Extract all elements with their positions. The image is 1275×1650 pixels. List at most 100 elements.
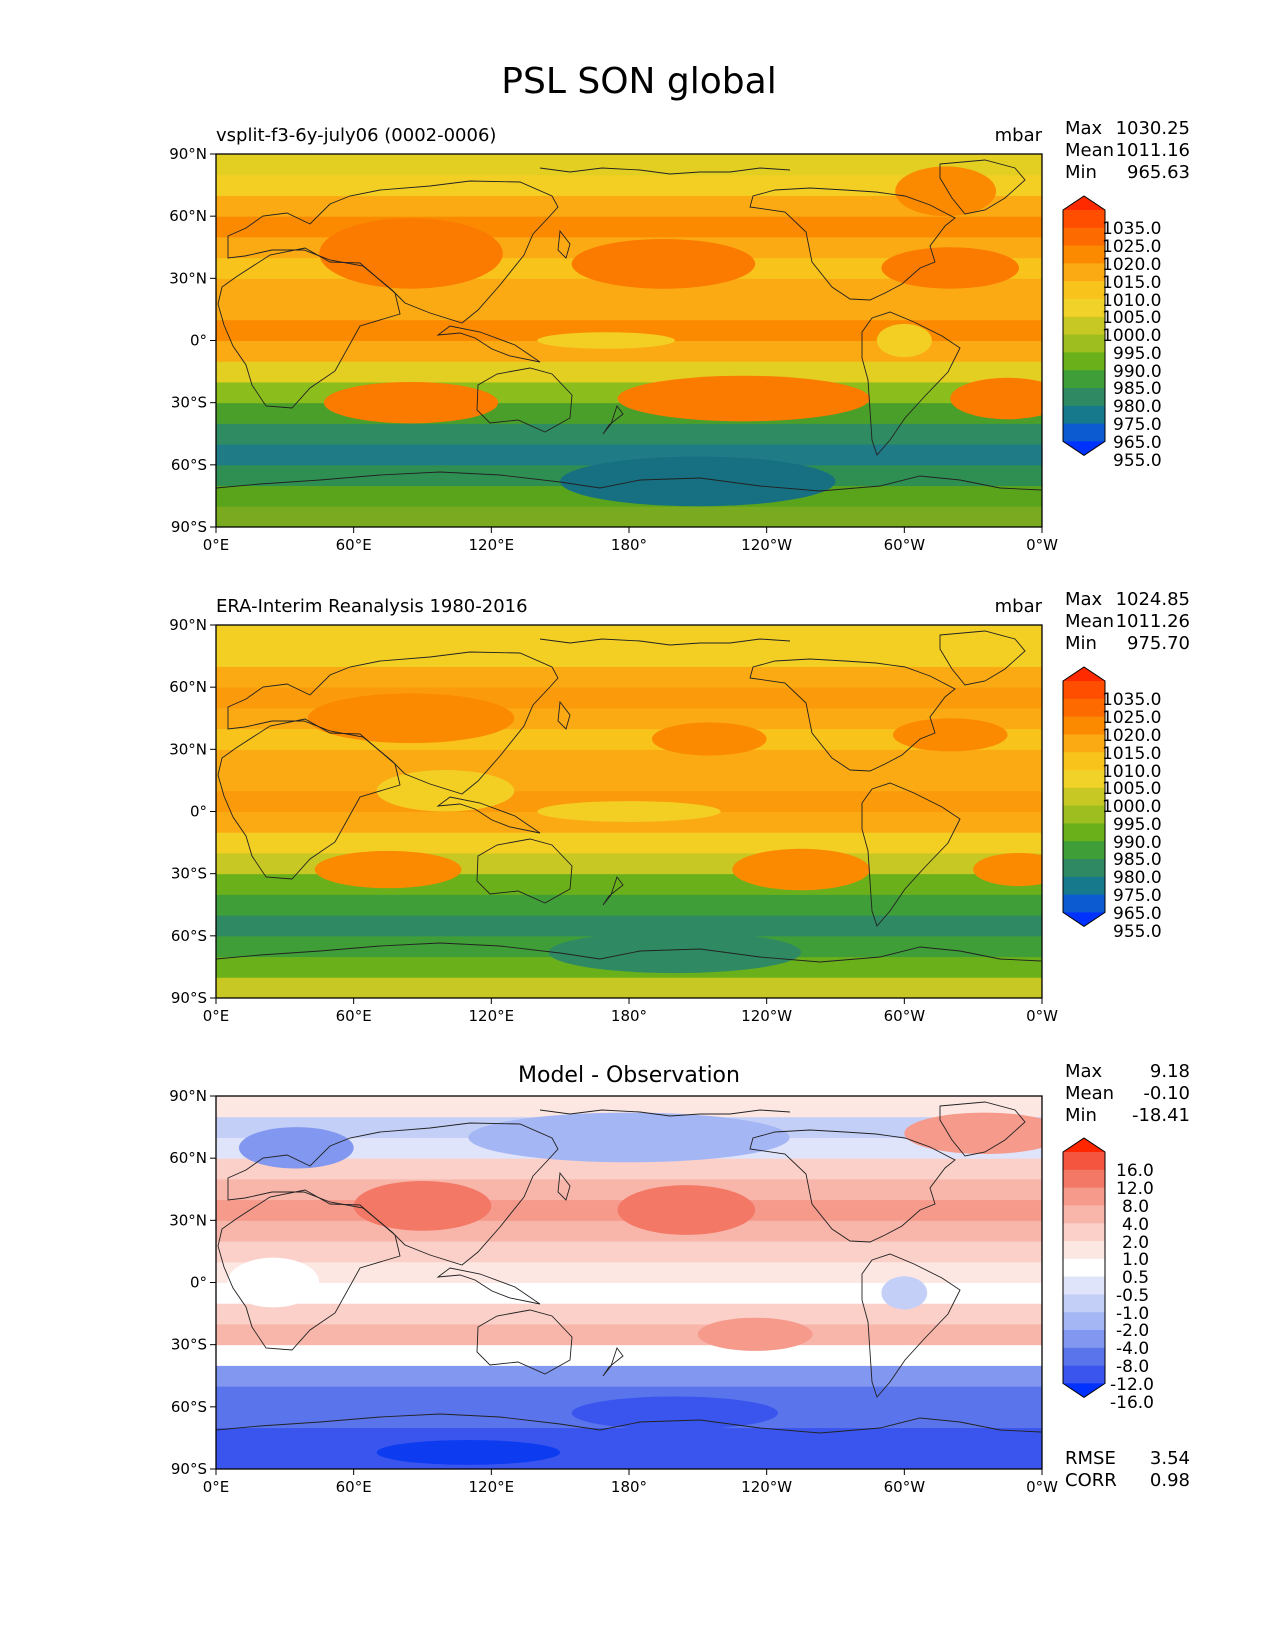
colorbar-outline [1062,1137,1106,1399]
latitude-band [216,769,1042,792]
y-tick-label: 60°N [169,678,207,696]
x-tick-label: 0°E [203,1478,230,1496]
x-tick-label: 180° [611,1007,647,1025]
latitude-band [216,645,1042,667]
stat-label: CORR [1065,1470,1117,1491]
y-tick-label: 90°N [169,145,207,163]
colorbar-label: 4.0 [1122,1215,1149,1235]
colorbar-segment [1063,805,1105,824]
colorbar-segment [1063,1241,1105,1260]
colorbar-label: -1.0 [1116,1304,1149,1324]
colorbar-label: -4.0 [1116,1339,1149,1359]
colorbar-label: 1035.0 [1102,219,1161,239]
panel-units: mbar [995,125,1043,146]
colorbar-segment [1063,876,1105,896]
y-tick-label: 30°S [171,394,207,412]
colorbar-label: 1015.0 [1102,273,1161,293]
colorbar [1062,666,1106,928]
colorbar-segment [1063,370,1105,389]
colorbar-label: -0.5 [1116,1286,1149,1306]
colorbar-segment [1063,859,1105,878]
latitude-band [216,1261,1042,1283]
stat-label: Mean [1065,611,1114,632]
colorbar-segment [1063,299,1105,318]
colorbar-label: 965.0 [1113,904,1162,924]
latitude-band [216,298,1042,321]
map-panel-test [216,154,1042,527]
stat-label: Min [1065,162,1097,183]
latitude-band [216,1385,1042,1408]
stat-label: RMSE [1065,1448,1116,1469]
latitude-band [216,422,1042,445]
contour-region [468,1112,790,1163]
x-tick-label: 0°W [1026,1478,1058,1496]
stat-value: 975.70 [1127,633,1190,654]
stat-label: Min [1065,633,1097,654]
map-contours-reference [307,693,1042,974]
colorbar-segment [1063,334,1105,353]
y-tick-label: 30°N [169,1211,207,1229]
latitude-band [216,831,1042,854]
colorbar-label: 1000.0 [1102,797,1161,817]
y-tick-label: 60°S [171,927,207,945]
colorbar-label: 965.0 [1113,433,1162,453]
colorbar-segment [1063,1330,1105,1349]
y-tick-label: 90°S [171,989,207,1007]
latitude-band [216,1364,1042,1387]
y-tick-label: 30°N [169,269,207,287]
colorbar-segment [1063,1276,1105,1295]
colorbar-label: 16.0 [1116,1161,1154,1181]
coastlines [216,1101,1042,1434]
colorbar-label: 1.0 [1122,1250,1149,1270]
contour-region [560,456,836,507]
colorbar-outline [1062,195,1106,457]
latitude-band [216,443,1042,466]
stat-label: Mean [1065,140,1114,161]
x-tick-label: 60°E [336,1007,372,1025]
colorbar-label: 995.0 [1113,344,1162,364]
colorbar-extend-min [1063,1383,1105,1398]
colorbar-segment [1063,681,1105,700]
latitude-band [216,360,1042,383]
colorbar-label: -12.0 [1110,1375,1154,1395]
contour-region [314,850,462,889]
colorbar-label: 955.0 [1113,451,1162,471]
y-tick-label: 60°S [171,1398,207,1416]
latitude-band [216,319,1042,341]
colorbar-segment [1063,423,1105,442]
stats-box: Max 1024.85 Mean 1011.26 Min 975.70 [1065,589,1190,654]
colorbar-segment [1063,227,1105,247]
colorbar-label: 980.0 [1113,397,1162,417]
x-tick-label: 120°W [741,1478,792,1496]
colorbar-label: 985.0 [1113,850,1162,870]
latitude-band [216,174,1042,196]
latitude-band [216,1447,1042,1469]
colorbar-segment [1063,894,1105,913]
stat-value: 0.98 [1150,1470,1190,1491]
stats-box: Max 1030.25 Mean 1011.16 Min 965.63 [1065,118,1190,183]
latitude-band [216,1096,1042,1118]
colorbar-segment [1063,281,1105,300]
latitude-band [216,665,1042,688]
colorbar-segment [1063,388,1105,407]
latitude-band [216,154,1042,176]
y-ticks: 90°N 60°N 30°N 0° 30°S 60°S 90°S [169,616,216,1007]
colorbar-segment [1063,1312,1105,1331]
contour-region [895,166,997,217]
coastlines [216,630,1042,963]
x-tick-label: 120°W [741,1007,792,1025]
latitude-band [216,1157,1042,1180]
contour-region [353,1180,492,1231]
colorbar-segment [1063,405,1105,425]
y-tick-label: 60°N [169,1149,207,1167]
stat-value: 965.63 [1127,162,1190,183]
colorbar-label: 1015.0 [1102,744,1161,764]
y-tick-label: 0° [190,1274,207,1292]
latitude-band [216,505,1042,527]
panel-units: mbar [995,596,1043,617]
figure-title: PSL SON global [501,61,776,102]
colorbar-label: 1010.0 [1102,762,1161,782]
y-tick-label: 0° [190,803,207,821]
stat-value: 1011.26 [1116,611,1190,632]
